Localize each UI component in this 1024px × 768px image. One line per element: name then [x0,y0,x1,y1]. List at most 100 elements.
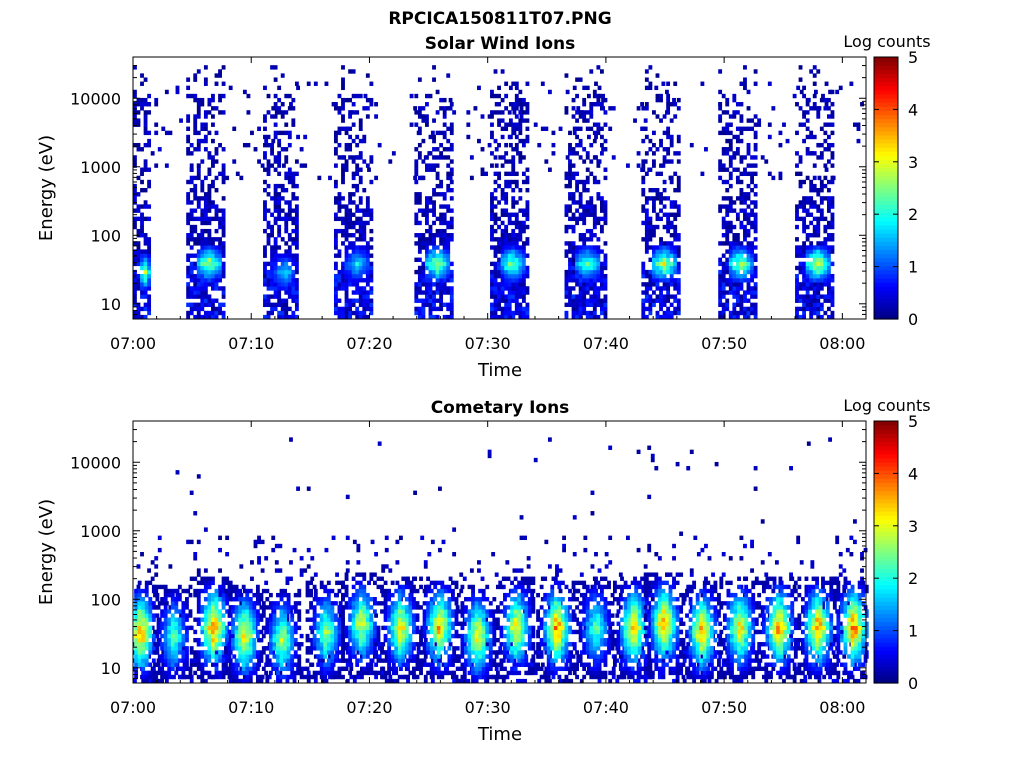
count-cell [137,629,142,635]
count-cell [147,278,152,283]
count-cell [659,273,663,279]
count-cell [140,306,144,312]
count-cell [291,179,296,185]
count-cell [266,310,271,316]
count-cell [676,298,681,303]
count-cell [291,241,296,246]
count-cell [358,216,363,222]
count-cell [207,273,212,279]
count-cell [218,588,222,594]
count-cell [432,298,436,303]
count-cell [348,273,353,279]
count-cell [824,167,829,172]
count-cell [571,147,576,152]
count-cell [442,106,447,111]
count-cell [568,261,572,267]
count-cell [618,572,623,577]
colorbar-segment [874,224,898,230]
count-cell [374,674,379,680]
count-cell [636,449,641,455]
count-cell [823,245,828,250]
count-cell [746,290,751,295]
count-cell [487,662,492,667]
count-cell [735,175,740,181]
count-cell [270,163,274,168]
count-cell [442,265,447,271]
count-cell [571,228,576,234]
count-cell [809,269,814,275]
count-cell [432,155,436,160]
count-cell [507,269,512,275]
count-cell [136,110,141,115]
count-cell [186,286,191,291]
count-cell [830,310,835,316]
count-cell [500,97,505,103]
count-cell [805,208,810,213]
count-cell [425,302,429,308]
count-cell [439,261,444,267]
count-cell [409,658,414,663]
count-cell [525,212,530,217]
count-cell [150,674,155,680]
count-cell [601,106,606,111]
count-cell [809,302,814,308]
count-cell [650,674,655,680]
count-cell [211,273,215,279]
count-cell [511,282,516,287]
count-cell [200,294,205,299]
count-cell [823,269,828,275]
count-cell [273,102,278,107]
count-cell [544,539,549,545]
count-cell [207,188,212,193]
count-cell [648,286,653,291]
count-cell [521,110,526,115]
count-cell [493,261,498,267]
count-cell [721,286,726,291]
count-cell [518,102,523,107]
count-cell [136,241,141,246]
count-cell [344,212,349,217]
count-cell [753,265,758,271]
count-cell [137,633,142,639]
count-cell [221,286,226,291]
count-cell [490,302,494,308]
count-cell [582,97,587,103]
count-cell [133,220,137,226]
count-cell [374,102,379,107]
count-cell [345,678,350,684]
count-cell [284,265,289,271]
count-cell [659,286,663,291]
count-cell [207,253,212,258]
count-cell [805,118,810,123]
count-cell [337,306,342,312]
count-cell [743,155,747,160]
count-cell [590,584,595,590]
count-cell [648,298,653,303]
count-cell [449,302,454,308]
count-cell [672,97,676,103]
count-cell [805,253,810,258]
count-cell [203,282,208,287]
count-cell [718,159,723,164]
count-cell [292,547,297,553]
count-cell [270,282,274,287]
count-cell [735,678,740,684]
count-cell [136,584,141,590]
count-cell [341,171,345,177]
count-cell [344,257,349,262]
count-cell [750,163,754,168]
count-cell [221,212,226,217]
count-cell [328,654,332,659]
count-cell [823,216,828,222]
count-cell [500,196,505,201]
count-cell [596,273,601,279]
count-cell [449,286,454,291]
count-cell [537,650,542,655]
count-cell [511,171,516,177]
count-cell [823,278,828,283]
count-cell [718,314,723,320]
count-cell [732,286,737,291]
count-cell [214,265,219,271]
count-cell [221,208,226,213]
count-cell [721,306,726,312]
